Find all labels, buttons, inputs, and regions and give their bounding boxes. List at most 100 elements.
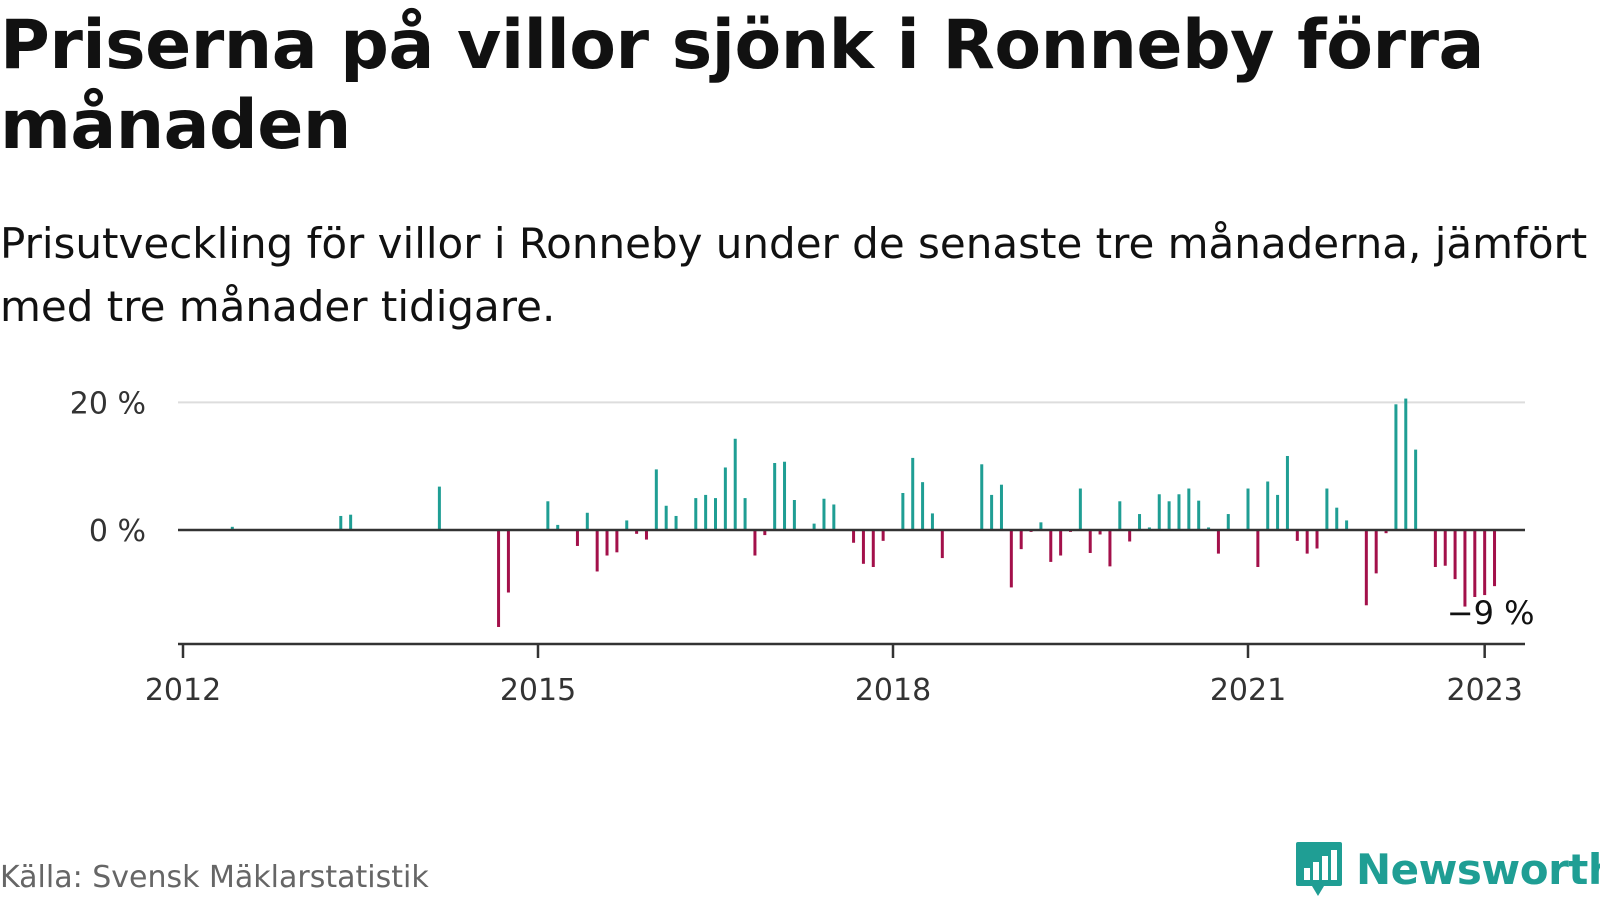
- bar-2021-05: [1285, 455, 1289, 530]
- x-tick-label-3: 2021: [1210, 673, 1286, 708]
- bar-2020-11: [1226, 514, 1230, 530]
- bar-2018-06: [940, 530, 944, 559]
- bar-2018-04: [921, 482, 925, 530]
- bar-2020-02: [1138, 514, 1142, 530]
- bar-2019-04: [1039, 522, 1043, 530]
- bar-2015-11: [635, 530, 639, 534]
- x-tick-label-2: 2018: [855, 673, 931, 708]
- bar-2020-01: [1128, 530, 1132, 542]
- bar-2018-05: [930, 513, 934, 530]
- bar-2015-10: [625, 520, 629, 530]
- bar-2019-01: [1009, 530, 1013, 588]
- tick-labels: 0 % 20 % 2012 2015 2018 2021 2023 −9 %: [70, 386, 1535, 708]
- bar-2022-02: [1374, 530, 1378, 574]
- bar-2018-10: [980, 464, 984, 530]
- bar-2020-04: [1157, 494, 1161, 530]
- bar-2021-03: [1266, 481, 1270, 530]
- chart-subtitle: Prisutveckling för villor i Ronneby unde…: [0, 219, 1588, 331]
- bar-2023-02: [1493, 530, 1497, 587]
- bar-2016-07: [714, 498, 717, 530]
- bar-2018-02: [901, 493, 905, 530]
- bar-2016-11: [753, 530, 757, 556]
- bar-2020-08: [1197, 500, 1201, 530]
- bar-2014-09: [497, 530, 501, 627]
- bar-2017-11: [871, 530, 875, 567]
- bar-2016-01: [654, 469, 658, 530]
- bar-2015-07: [595, 530, 599, 572]
- bar-2022-01: [1364, 530, 1368, 606]
- chart-title: Priserna på villor sjönk i Ronneby förra…: [0, 6, 1484, 165]
- bar-2017-05: [812, 523, 816, 530]
- bar-2020-05: [1167, 501, 1171, 530]
- bar-2017-01: [773, 463, 777, 530]
- bar-2016-09: [733, 438, 737, 530]
- newsworthy-logo: Newsworthy: [1294, 840, 1600, 898]
- bar-2016-12: [763, 530, 767, 536]
- axes: [178, 528, 1525, 658]
- bar-2013-06: [349, 514, 353, 530]
- source-note: Källa: Svensk Mäklarstatistik: [0, 860, 429, 895]
- x-tick-label-0: 2012: [145, 673, 221, 708]
- bars: [230, 398, 1497, 627]
- bar-2022-05: [1404, 398, 1408, 530]
- bar-2019-05: [1049, 530, 1053, 562]
- bar-2022-04: [1394, 404, 1398, 530]
- bar-2021-10: [1335, 507, 1339, 530]
- x-tick-label-1: 2015: [500, 673, 576, 708]
- bar-2022-03: [1384, 530, 1388, 534]
- bar-2021-09: [1325, 488, 1329, 530]
- bar-2018-03: [911, 457, 915, 530]
- bar-2021-04: [1276, 494, 1280, 530]
- bar-2017-12: [881, 530, 885, 541]
- bar-2017-02: [783, 461, 787, 530]
- bar-2022-11: [1463, 530, 1467, 607]
- bar-2017-03: [792, 500, 796, 530]
- bar-2019-10: [1098, 530, 1102, 535]
- bar-2020-09: [1207, 527, 1211, 530]
- bar-2021-07: [1305, 530, 1309, 554]
- bar-2020-10: [1216, 530, 1220, 554]
- bar-chart: 0 % 20 % 2012 2015 2018 2021 2023 −9 %: [70, 386, 1535, 708]
- bar-2016-08: [723, 467, 727, 530]
- bar-2015-05: [575, 530, 579, 546]
- bar-2015-03: [556, 524, 560, 530]
- bar-2013-05: [339, 515, 343, 530]
- y-tick-label-0: 0 %: [89, 514, 146, 549]
- bar-2022-09: [1443, 530, 1447, 566]
- logo-text: Newsworthy: [1356, 844, 1600, 894]
- bar-2017-06: [822, 498, 826, 530]
- bar-2017-09: [852, 530, 856, 543]
- annotation-last-value: −9 %: [1447, 594, 1535, 632]
- bar-2018-12: [999, 484, 1003, 530]
- bar-2021-02: [1256, 530, 1260, 567]
- bar-2022-10: [1453, 530, 1457, 580]
- bar-2015-08: [605, 530, 609, 556]
- bar-2022-06: [1414, 449, 1418, 530]
- bar-chart-speech-bubble-icon: [1296, 842, 1342, 896]
- bar-2022-12: [1473, 530, 1477, 597]
- bar-2016-06: [704, 494, 708, 530]
- bar-2021-11: [1345, 520, 1349, 530]
- bar-2020-07: [1187, 488, 1191, 530]
- y-tick-label-1: 20 %: [70, 386, 146, 421]
- bar-2016-05: [694, 498, 698, 530]
- bar-2015-06: [585, 512, 589, 530]
- bar-2017-07: [832, 504, 836, 530]
- bar-2023-01: [1483, 530, 1487, 596]
- bar-2019-09: [1088, 530, 1092, 553]
- bar-2021-06: [1295, 530, 1299, 541]
- bar-2014-10: [506, 530, 510, 593]
- bar-2017-10: [861, 530, 865, 564]
- bar-2020-06: [1177, 494, 1181, 530]
- bar-2014-03: [437, 486, 441, 530]
- bar-2022-08: [1433, 530, 1437, 567]
- x-tick-label-4: 2023: [1446, 673, 1522, 708]
- bar-2012-06: [230, 526, 234, 530]
- bar-2020-03: [1147, 527, 1151, 530]
- bar-2019-11: [1108, 530, 1112, 567]
- bar-2019-02: [1019, 530, 1023, 550]
- bar-2019-06: [1059, 530, 1063, 556]
- bar-2021-08: [1315, 530, 1319, 549]
- bar-2015-02: [546, 501, 550, 530]
- bar-2019-08: [1078, 488, 1082, 530]
